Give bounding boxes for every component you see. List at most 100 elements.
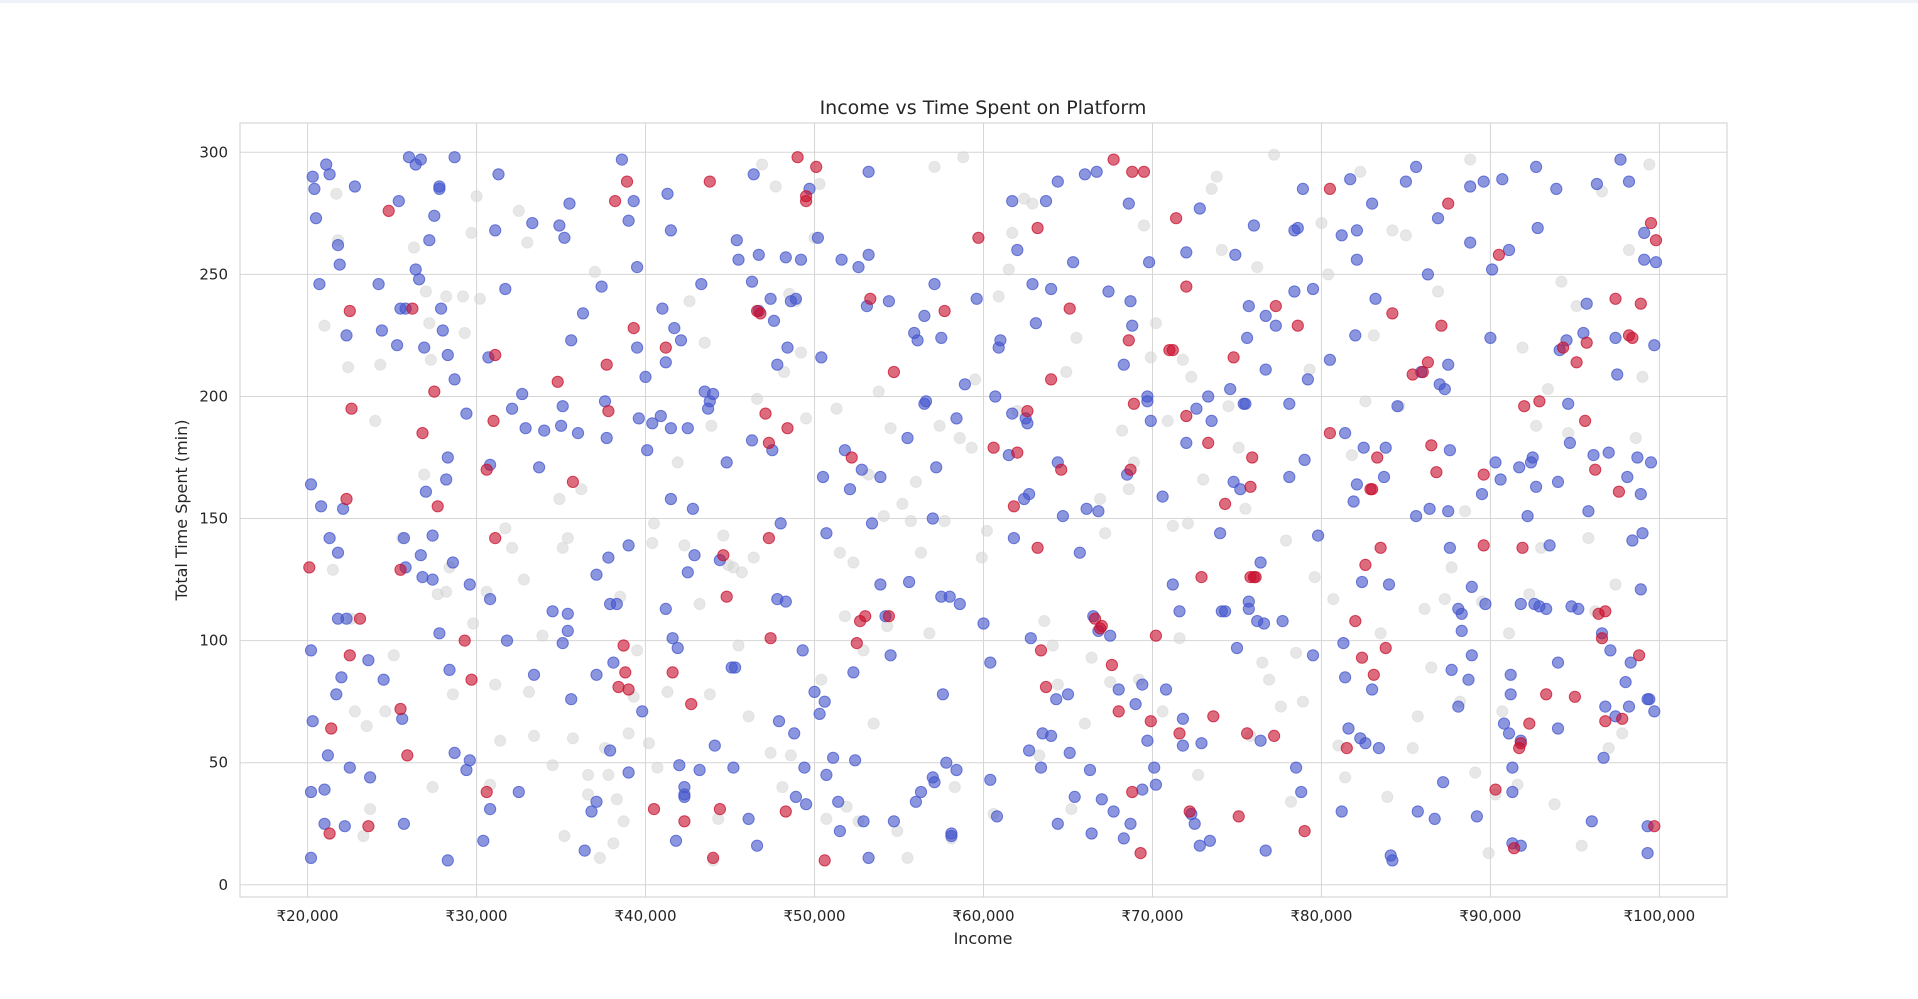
data-point <box>1116 424 1129 437</box>
data-point <box>800 798 813 811</box>
data-point <box>499 522 512 535</box>
data-point <box>578 844 591 857</box>
data-point <box>1406 368 1419 381</box>
data-point <box>1296 695 1310 708</box>
data-point <box>1379 441 1392 454</box>
data-point <box>1504 688 1517 701</box>
data-point <box>1301 373 1315 386</box>
data-point <box>882 295 896 308</box>
data-point <box>309 212 323 225</box>
data-point <box>1357 441 1370 454</box>
data-point <box>808 685 821 699</box>
data-point <box>1029 317 1043 330</box>
data-point <box>969 373 982 386</box>
data-point <box>1193 202 1206 215</box>
data-point <box>1219 497 1232 510</box>
data-point <box>928 776 941 789</box>
data-point <box>1486 263 1499 276</box>
data-point <box>1254 556 1267 569</box>
data-point <box>1246 451 1259 464</box>
data-point <box>1215 243 1228 257</box>
data-point <box>987 441 1000 454</box>
data-point <box>877 509 890 523</box>
data-point <box>1105 658 1119 672</box>
data-point <box>622 683 635 696</box>
data-point <box>862 851 875 865</box>
data-point <box>1425 439 1438 452</box>
data-point <box>1202 390 1215 403</box>
data-point <box>1616 727 1629 740</box>
data-point <box>1126 785 1139 799</box>
data-point <box>984 656 997 669</box>
data-point <box>1161 414 1174 427</box>
data-point <box>1141 395 1154 408</box>
data-point <box>872 385 885 398</box>
data-point <box>1418 602 1431 616</box>
data-point <box>681 422 694 435</box>
data-point <box>1149 778 1163 791</box>
data-point <box>1279 534 1293 547</box>
data-point <box>1355 575 1369 589</box>
data-point <box>1254 734 1267 747</box>
data-point <box>751 839 764 852</box>
data-point <box>1026 278 1039 291</box>
data-point <box>423 234 436 247</box>
data-point <box>477 834 490 847</box>
data-point <box>1530 480 1543 493</box>
data-point <box>1232 810 1245 823</box>
data-point <box>1421 268 1435 281</box>
data-point <box>720 590 733 603</box>
data-point <box>448 373 461 386</box>
data-point <box>904 514 917 528</box>
data-point <box>1241 727 1254 740</box>
data-point <box>1531 221 1544 235</box>
data-point <box>1323 353 1337 366</box>
data-point <box>764 632 777 645</box>
data-point <box>1354 165 1367 178</box>
data-point <box>1006 226 1019 239</box>
data-point <box>798 761 811 774</box>
data-point <box>416 427 429 440</box>
data-point <box>1251 261 1264 274</box>
data-point <box>576 307 590 320</box>
data-point <box>1136 678 1149 691</box>
data-point <box>1112 705 1125 718</box>
data-point <box>1648 705 1661 718</box>
data-point <box>756 158 769 171</box>
data-point <box>754 307 767 320</box>
data-point <box>1117 358 1130 371</box>
data-point <box>683 295 696 308</box>
data-point <box>747 168 760 181</box>
data-point <box>416 571 429 584</box>
data-point <box>1489 456 1502 469</box>
data-point <box>771 358 784 371</box>
data-point <box>418 341 431 354</box>
data-point <box>1308 571 1321 584</box>
data-point <box>1459 505 1472 518</box>
data-point <box>1197 473 1210 486</box>
data-point <box>1056 509 1070 523</box>
data-point <box>820 527 833 540</box>
data-point <box>800 412 813 425</box>
data-point <box>565 693 578 706</box>
data-point <box>1090 165 1103 178</box>
data-point <box>1259 309 1272 322</box>
data-point <box>1239 502 1252 515</box>
data-point <box>1572 602 1585 616</box>
data-point <box>1257 617 1271 630</box>
data-point <box>735 566 749 579</box>
data-point <box>424 353 437 366</box>
data-point <box>1122 334 1135 347</box>
data-point <box>957 151 970 164</box>
data-point <box>1609 292 1622 305</box>
data-point <box>607 837 620 850</box>
data-point <box>776 781 789 794</box>
data-point <box>930 461 943 474</box>
data-point <box>1259 363 1272 376</box>
data-point <box>1372 742 1386 755</box>
data-point <box>1283 470 1296 484</box>
data-point <box>1298 453 1311 466</box>
data-point <box>582 788 595 801</box>
data-point <box>533 461 546 474</box>
data-point <box>1530 160 1543 173</box>
